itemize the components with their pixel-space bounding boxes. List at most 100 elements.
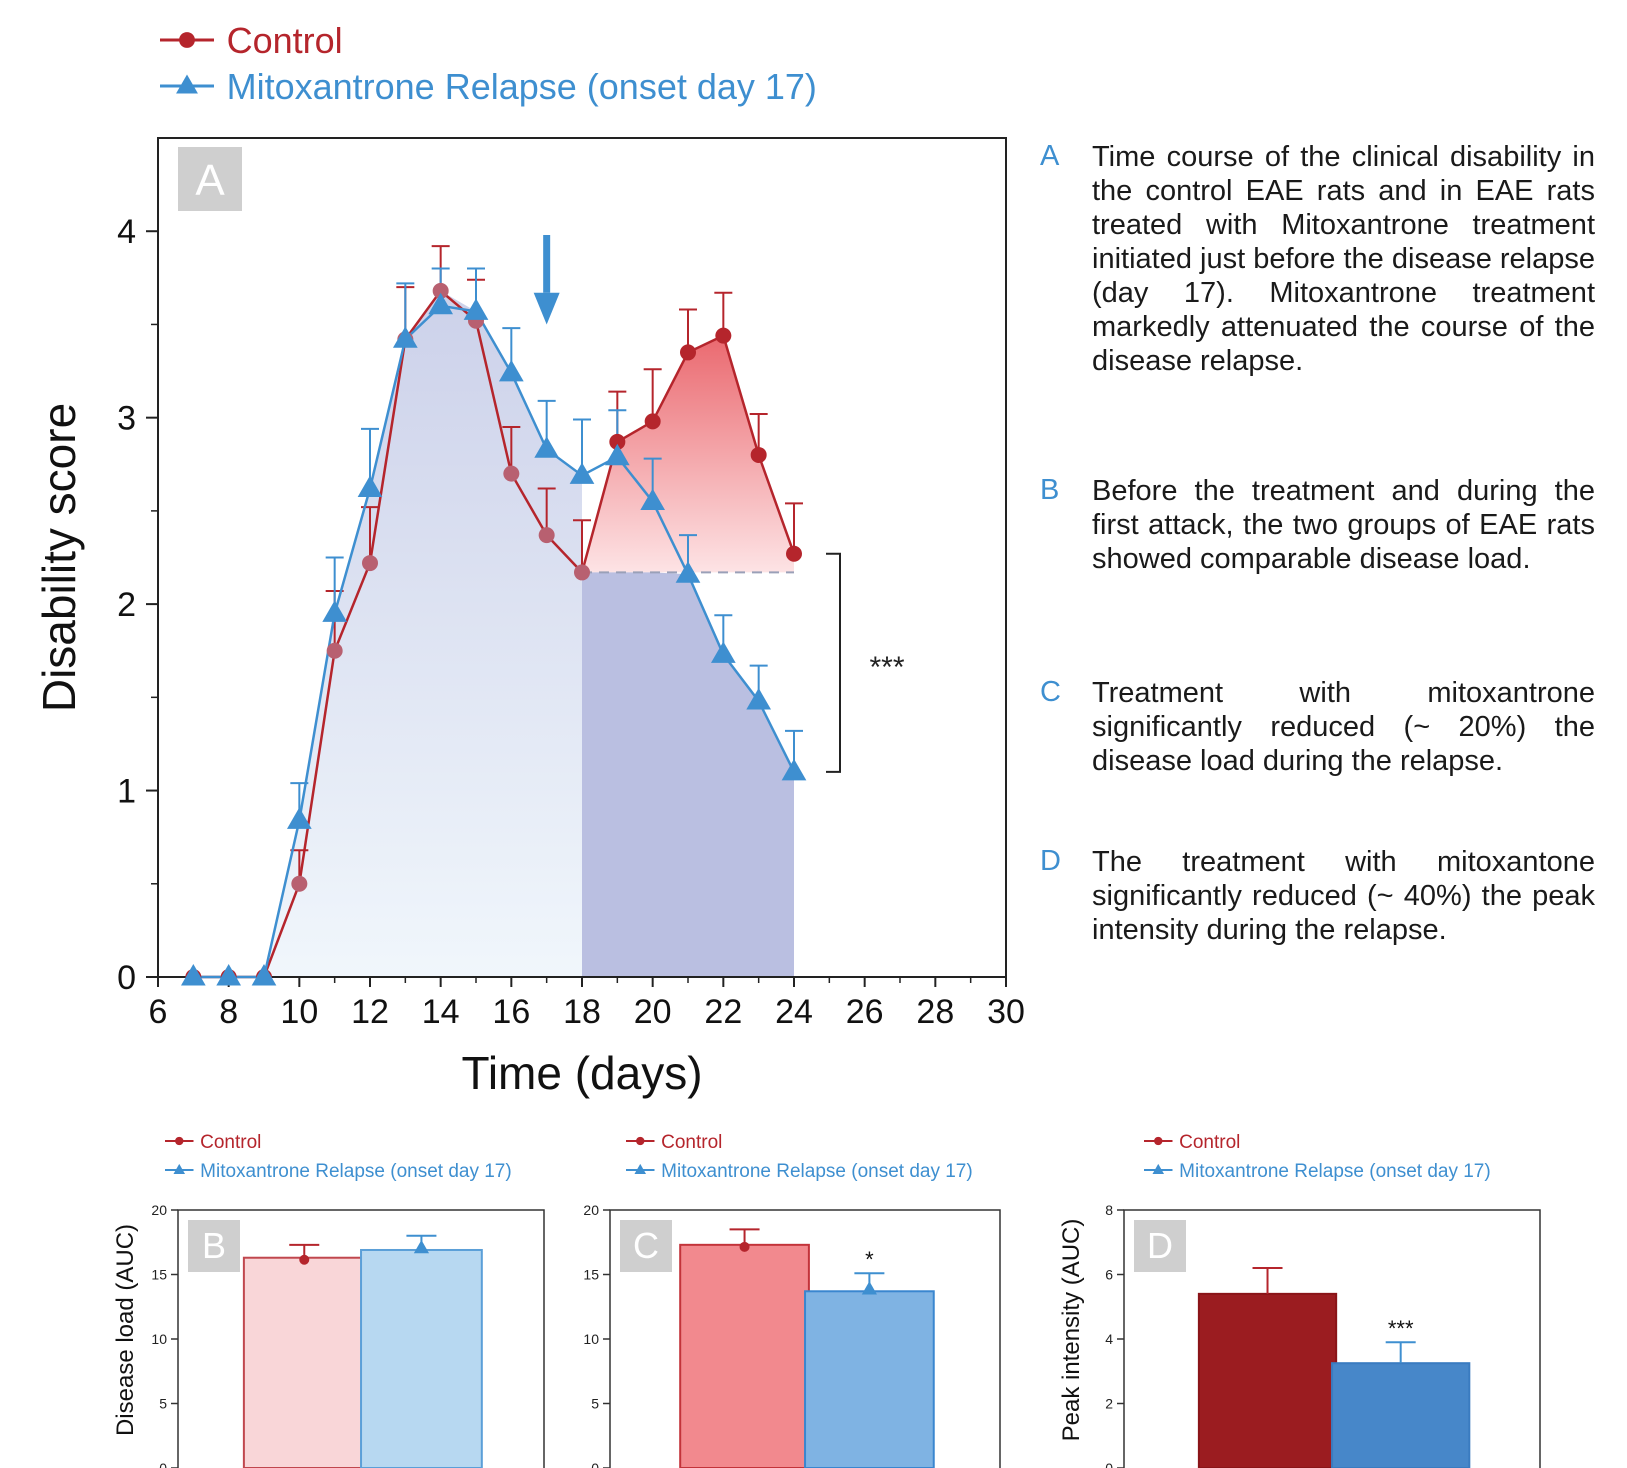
legend-control-label: Control [661, 1132, 722, 1153]
area-control-relapse [582, 335, 794, 573]
caption-text: The treatment with mitoxantone significa… [1092, 846, 1595, 946]
mitoxantrone-point [251, 964, 277, 986]
caption-text: Before the treatment and during the firs… [1092, 475, 1595, 575]
y-tick-label: 4 [117, 213, 136, 251]
mitoxantrone-point [392, 326, 418, 348]
mitoxantrone-point [781, 758, 807, 781]
x-tick-label: 10 [280, 993, 318, 1031]
significance-label: *** [869, 651, 904, 684]
control-bar [679, 1243, 810, 1468]
mitoxantrone-point [675, 561, 701, 583]
mitoxantrone-series-line [193, 304, 796, 979]
bar-significance-label: *** [1388, 1316, 1414, 1341]
mitoxantrone-bar [360, 1248, 483, 1468]
caption-b: B Before the treatment and during the fi… [1040, 474, 1595, 576]
control-point [538, 527, 555, 544]
panel-label-box [188, 1220, 240, 1272]
legend-control-label: Control [200, 1132, 261, 1153]
panel-label-box [620, 1220, 672, 1272]
x-tick-label: 30 [987, 993, 1025, 1031]
caption-a: A Time course of the clinical disability… [1040, 140, 1595, 378]
x-tick-label: 24 [775, 993, 813, 1031]
x-tick-label: 14 [422, 993, 460, 1031]
x-tick-label: 16 [492, 993, 530, 1031]
legend-mitoxantrone-marker [176, 74, 198, 94]
bar-y-tick-label: 5 [159, 1396, 167, 1412]
y-tick-label: 3 [117, 400, 136, 438]
control-point [750, 446, 767, 463]
x-tick-label: 6 [149, 993, 168, 1031]
mitoxantrone-point [180, 964, 206, 986]
control-mean-marker [299, 1254, 310, 1265]
bar-plot-frame [177, 1209, 545, 1468]
control-point [574, 564, 590, 581]
x-tick-label: 8 [219, 993, 238, 1031]
legend-mitoxantrone-marker [173, 1163, 186, 1174]
caption-text: Time course of the clinical disability i… [1092, 141, 1595, 377]
control-point [326, 642, 343, 659]
legend-mitoxantrone-label: Mitoxantrone Relapse (onset day 17) [200, 1161, 512, 1182]
bar-y-tick-label: 8 [1105, 1202, 1113, 1218]
legend-control-marker [1154, 1136, 1163, 1146]
mitoxantrone-point [428, 292, 454, 315]
control-point [291, 875, 308, 892]
panel-label: B [202, 1225, 226, 1266]
mitoxantrone-bar [804, 1290, 935, 1468]
bar-y-tick-label: 5 [591, 1396, 599, 1412]
control-point [362, 555, 378, 572]
control-point [786, 545, 802, 562]
area-treated-relapse [582, 572, 794, 977]
mitoxantrone-mean-marker [413, 1239, 430, 1254]
legend-mitoxantrone-label: Mitoxantrone Relapse (onset day 17) [227, 66, 817, 107]
bar-y-tick-label: 20 [583, 1202, 599, 1218]
mitoxantrone-point [498, 359, 524, 382]
caption-letter: D [1040, 845, 1061, 877]
control-point [680, 344, 696, 361]
bar-y-tick-label: 2 [1105, 1396, 1113, 1412]
mitoxantrone-point [710, 641, 736, 663]
bar-y-tick-label: 4 [1105, 1331, 1113, 1347]
legend-mitoxantrone-label: Mitoxantrone Relapse (onset day 17) [1179, 1161, 1491, 1182]
x-tick-label: 22 [704, 993, 742, 1031]
caption-letter: B [1040, 474, 1060, 506]
control-point [432, 282, 449, 299]
y-tick-label: 2 [117, 586, 136, 624]
bar-y-tick-label: 15 [151, 1267, 167, 1283]
bar-y-tick-label: 0 [159, 1460, 167, 1468]
mitoxantrone-point [286, 807, 312, 829]
bar-significance-label: * [865, 1247, 874, 1272]
control-point [715, 327, 732, 344]
x-tick-label: 12 [351, 993, 389, 1031]
legend-control-label: Control [1179, 1132, 1240, 1153]
y-tick-label: 1 [117, 773, 136, 811]
mitoxantrone-mean-marker [861, 1281, 877, 1295]
bar-y-axis-label: Disease load (AUC) [112, 1224, 139, 1436]
bar-y-tick-label: 10 [583, 1331, 599, 1347]
bar-y-axis-label: Peak intensity (AUC) [1058, 1219, 1085, 1442]
significance-bracket [826, 552, 841, 773]
legend-control-marker [636, 1136, 645, 1146]
bar-y-tick-label: 0 [591, 1460, 599, 1468]
mitoxantrone-point [357, 475, 383, 497]
control-point [503, 465, 520, 482]
control-bar [242, 1256, 366, 1468]
mitoxantrone-point [463, 298, 489, 320]
control-mean-marker [739, 1241, 750, 1252]
bar-plot-frame [1123, 1209, 1541, 1468]
caption-letter: A [1040, 140, 1060, 172]
control-bar [1197, 1292, 1338, 1468]
caption-c: C Treatment with mitoxantrone significan… [1040, 676, 1595, 778]
mitoxantrone-point [322, 600, 348, 622]
legend-mitoxantrone-marker [634, 1163, 647, 1174]
treatment-arrow-head [533, 292, 560, 325]
mitoxantrone-point [569, 462, 595, 484]
mitoxantrone-point [746, 688, 772, 710]
bar-y-tick-label: 20 [151, 1202, 167, 1218]
panel-label-box [1134, 1220, 1186, 1272]
bar-plot-frame [609, 1209, 1001, 1468]
legend-control-label: Control [227, 20, 343, 61]
mitoxantrone-point [216, 964, 242, 986]
y-tick-label: 0 [117, 959, 136, 997]
legend-mitoxantrone-marker [1152, 1163, 1165, 1174]
mitoxantrone-bar [1331, 1362, 1471, 1468]
